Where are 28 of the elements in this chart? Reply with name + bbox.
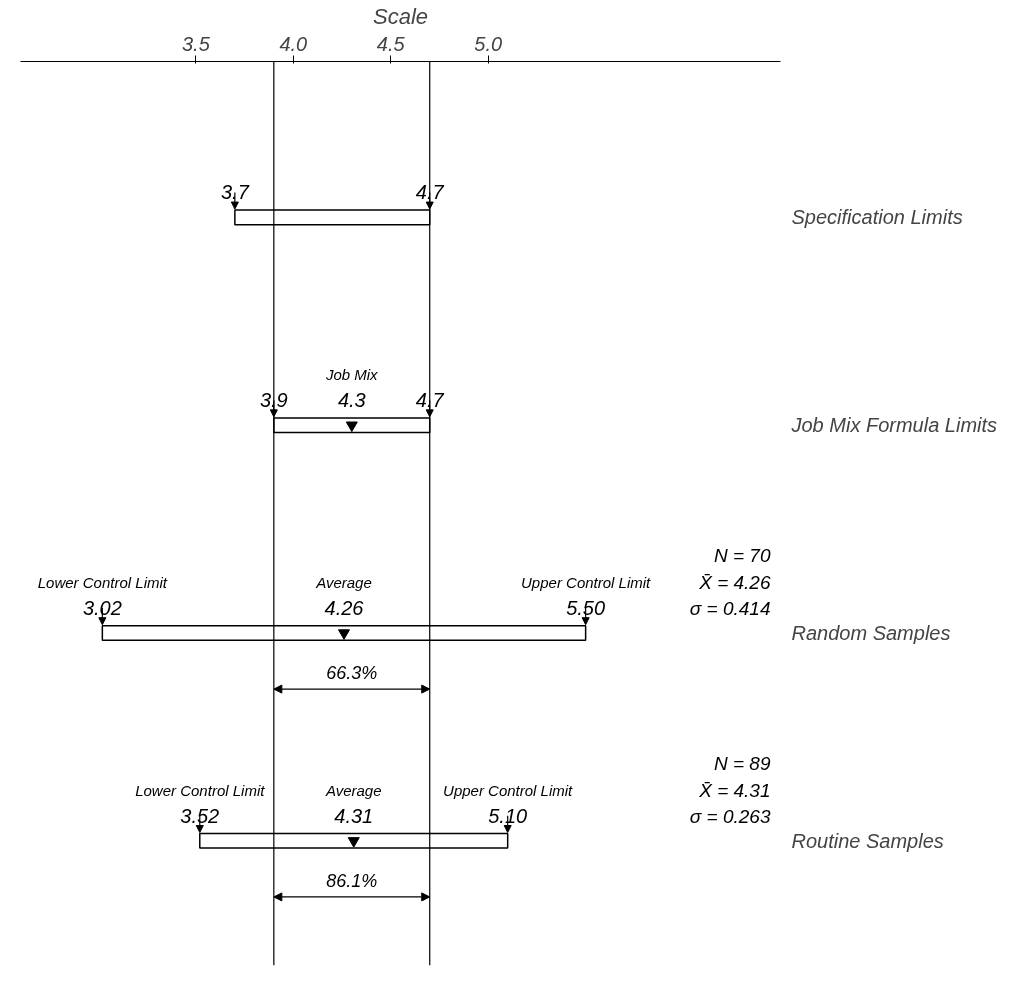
annotation: N = 89 X̄ = 4.31 σ = 0.263 bbox=[689, 753, 771, 827]
x-tick-label: 5.0 bbox=[474, 32, 503, 55]
annotation: Upper Control Limit bbox=[443, 781, 574, 799]
annotation: Upper Control Limit bbox=[521, 573, 652, 591]
x-axis-title: Scale bbox=[372, 3, 429, 29]
annotation: 4.3 bbox=[337, 389, 366, 412]
y-tick-label: Specification Limits bbox=[791, 206, 963, 229]
annotation: 4.26 bbox=[324, 596, 365, 619]
annotation: Job Mix bbox=[324, 366, 379, 384]
y-tick-label: Random Samples bbox=[791, 621, 951, 644]
annotation: 5.50 bbox=[566, 596, 606, 619]
annotation: 3.7 bbox=[220, 181, 250, 204]
x-tick-label: 3.5 bbox=[181, 32, 211, 55]
annotation: Average bbox=[315, 573, 372, 591]
annotation: Lower Control Limit bbox=[135, 781, 266, 799]
x-tick-label: 4.5 bbox=[376, 32, 406, 55]
annotation: 4.31 bbox=[334, 804, 374, 827]
y-tick-label: Job Mix Formula Limits bbox=[790, 414, 998, 437]
annotation: Average bbox=[324, 781, 382, 799]
annotation: 5.10 bbox=[488, 804, 528, 827]
annotation: N = 70 X̄ = 4.26 σ = 0.414 bbox=[689, 545, 771, 619]
annotation: 3.02 bbox=[82, 596, 122, 619]
x-tick-label: 4.0 bbox=[279, 32, 308, 55]
annotation: 86.1% bbox=[326, 870, 378, 891]
annotation: Lower Control Limit bbox=[37, 573, 168, 591]
annotation: 3.52 bbox=[180, 804, 220, 827]
y-tick-label: Routine Samples bbox=[791, 829, 944, 852]
annotation: 66.3% bbox=[326, 663, 378, 684]
